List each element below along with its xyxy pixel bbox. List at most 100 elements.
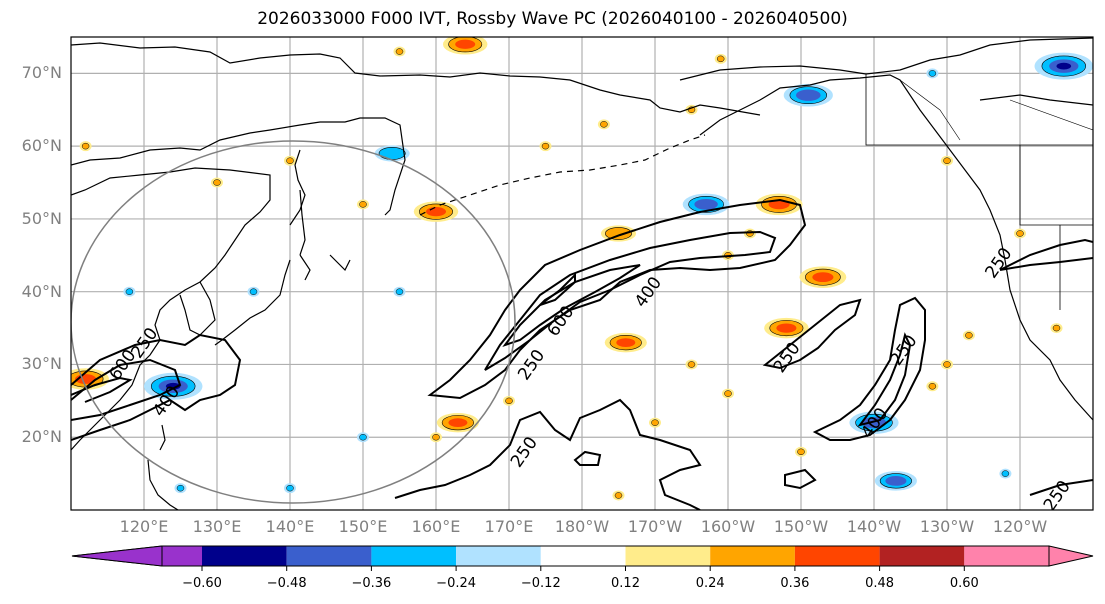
ivt-contour-250-west	[71, 333, 242, 441]
ivt-contour-250-small-loop	[573, 450, 602, 466]
colorbar-tick-label: 0.24	[695, 576, 725, 591]
anomaly-dot-core	[797, 448, 805, 456]
anomaly-dot-core	[176, 484, 185, 492]
ivt-contour-250-small-loop2	[784, 468, 817, 490]
lon-tick-label: 180°W	[554, 517, 610, 536]
anomaly-dot-core	[286, 484, 294, 492]
colorbar-extend-max	[1048, 545, 1094, 567]
lon-tick-label: 130°E	[192, 517, 242, 536]
rossby-wave-circle	[71, 140, 516, 504]
coastline-siberia-north	[71, 42, 761, 116]
colorbar-tick-label: 0.60	[949, 576, 979, 591]
positive-anomaly-region	[799, 266, 847, 288]
anomaly-level	[776, 323, 797, 333]
colorbar-tick-label: −0.60	[182, 576, 222, 591]
anomaly-dot-core	[965, 332, 973, 339]
coastline-canada-arctic	[865, 37, 1093, 106]
colorbar-segment	[710, 546, 795, 566]
colorbar-segment	[964, 546, 1049, 566]
lat-tick-label: 50°N	[21, 208, 62, 228]
anomaly-dot-core	[614, 492, 623, 499]
ivt-contour-250-na	[999, 238, 1093, 271]
anomaly-dot-core	[1016, 230, 1024, 237]
negative-anomaly-region	[783, 83, 833, 107]
lat-tick-label: 40°N	[21, 281, 62, 301]
coastline-aleutians	[419, 134, 706, 216]
anomaly-level	[165, 382, 181, 390]
colorbar-segment	[540, 546, 626, 566]
anomaly-level	[796, 89, 821, 101]
ivt-contour-250-ne	[762, 298, 862, 370]
anomaly-dot-core	[687, 361, 696, 368]
colorbar-segment	[202, 546, 287, 566]
colorbar-tick-label: 0.36	[780, 576, 810, 591]
lon-tick-label: 160°W	[700, 517, 756, 536]
anomaly-dot-core	[213, 179, 221, 186]
positive-anomaly-region	[600, 225, 637, 242]
negative-anomaly-region	[1034, 52, 1093, 80]
ivt-contour-400-west	[71, 358, 182, 421]
coastlines	[71, 37, 1093, 510]
anomaly-dot-core	[359, 201, 367, 208]
ivt-contour-250-se	[1029, 479, 1093, 496]
lon-tick-label: 170°W	[627, 517, 683, 536]
lon-tick-label: 120°W	[992, 517, 1048, 536]
anomaly-dot-core	[249, 288, 258, 295]
anomaly-dot-core	[724, 390, 732, 397]
positive-anomaly-region	[764, 317, 809, 339]
colorbar	[71, 545, 1094, 571]
anomaly-level	[605, 227, 632, 240]
anomaly-level	[812, 272, 834, 282]
colorbar-extend-min	[71, 545, 163, 567]
lon-tick-label: 120°E	[119, 517, 169, 536]
colorbar-segment	[456, 546, 541, 566]
rossby-wave-pc-shading	[71, 37, 1093, 501]
colorbar-tick-label: 0.12	[611, 576, 640, 591]
anomaly-level	[694, 198, 718, 210]
anomaly-dot-core	[600, 121, 608, 128]
anomaly-level	[425, 207, 447, 217]
lat-tick-label: 70°N	[21, 63, 62, 83]
anomaly-dot-core	[943, 361, 951, 368]
border-canada-us	[1019, 145, 1093, 310]
anomaly-dot-core	[943, 157, 951, 164]
coastline-alaska	[679, 65, 1093, 421]
anomaly-dot-core	[432, 433, 440, 441]
lon-tick-label: 160°E	[411, 517, 461, 536]
positive-anomaly-region	[413, 201, 459, 222]
ivt-contour-250-south	[394, 398, 702, 510]
coastline-japan	[214, 254, 351, 346]
anomaly-level	[378, 147, 406, 160]
ivt-contour-600-small	[539, 272, 576, 306]
coastline-sakhalin	[299, 189, 306, 256]
anomaly-dot-core	[395, 48, 404, 55]
anomaly-level	[1056, 62, 1072, 70]
anomaly-dot-core	[541, 142, 550, 150]
border-alaska-canada	[865, 74, 1093, 146]
lat-tick-label: 20°N	[21, 427, 62, 447]
anomaly-level	[616, 338, 636, 348]
anomaly-dot-core	[81, 142, 90, 150]
anomaly-dot-core	[651, 419, 659, 426]
positive-anomaly-region	[442, 37, 488, 55]
map-frame	[70, 36, 1094, 511]
negative-anomaly-region	[374, 145, 410, 162]
negative-anomaly-region	[874, 471, 917, 491]
lon-tick-label: 150°E	[338, 517, 388, 536]
border-provinces	[899, 79, 1093, 141]
lat-tick-label: 60°N	[21, 136, 62, 156]
ivt-contours	[71, 198, 1093, 510]
ivt-contour-400-main	[484, 230, 777, 371]
anomaly-dot-core	[716, 55, 725, 63]
colorbar-segment	[625, 546, 711, 566]
anomaly-dot-core	[928, 383, 937, 390]
anomaly-level	[448, 418, 468, 428]
colorbar-tick-label: −0.12	[520, 576, 561, 591]
anomaly-dot-core	[286, 157, 294, 164]
anomaly-dot-core	[395, 288, 404, 295]
positive-anomaly-region	[604, 332, 647, 353]
ivt-contour-250-main	[427, 198, 807, 400]
colorbar-segment	[371, 546, 457, 566]
anomaly-dot-core	[359, 433, 367, 441]
lon-tick-label: 170°E	[484, 517, 534, 536]
